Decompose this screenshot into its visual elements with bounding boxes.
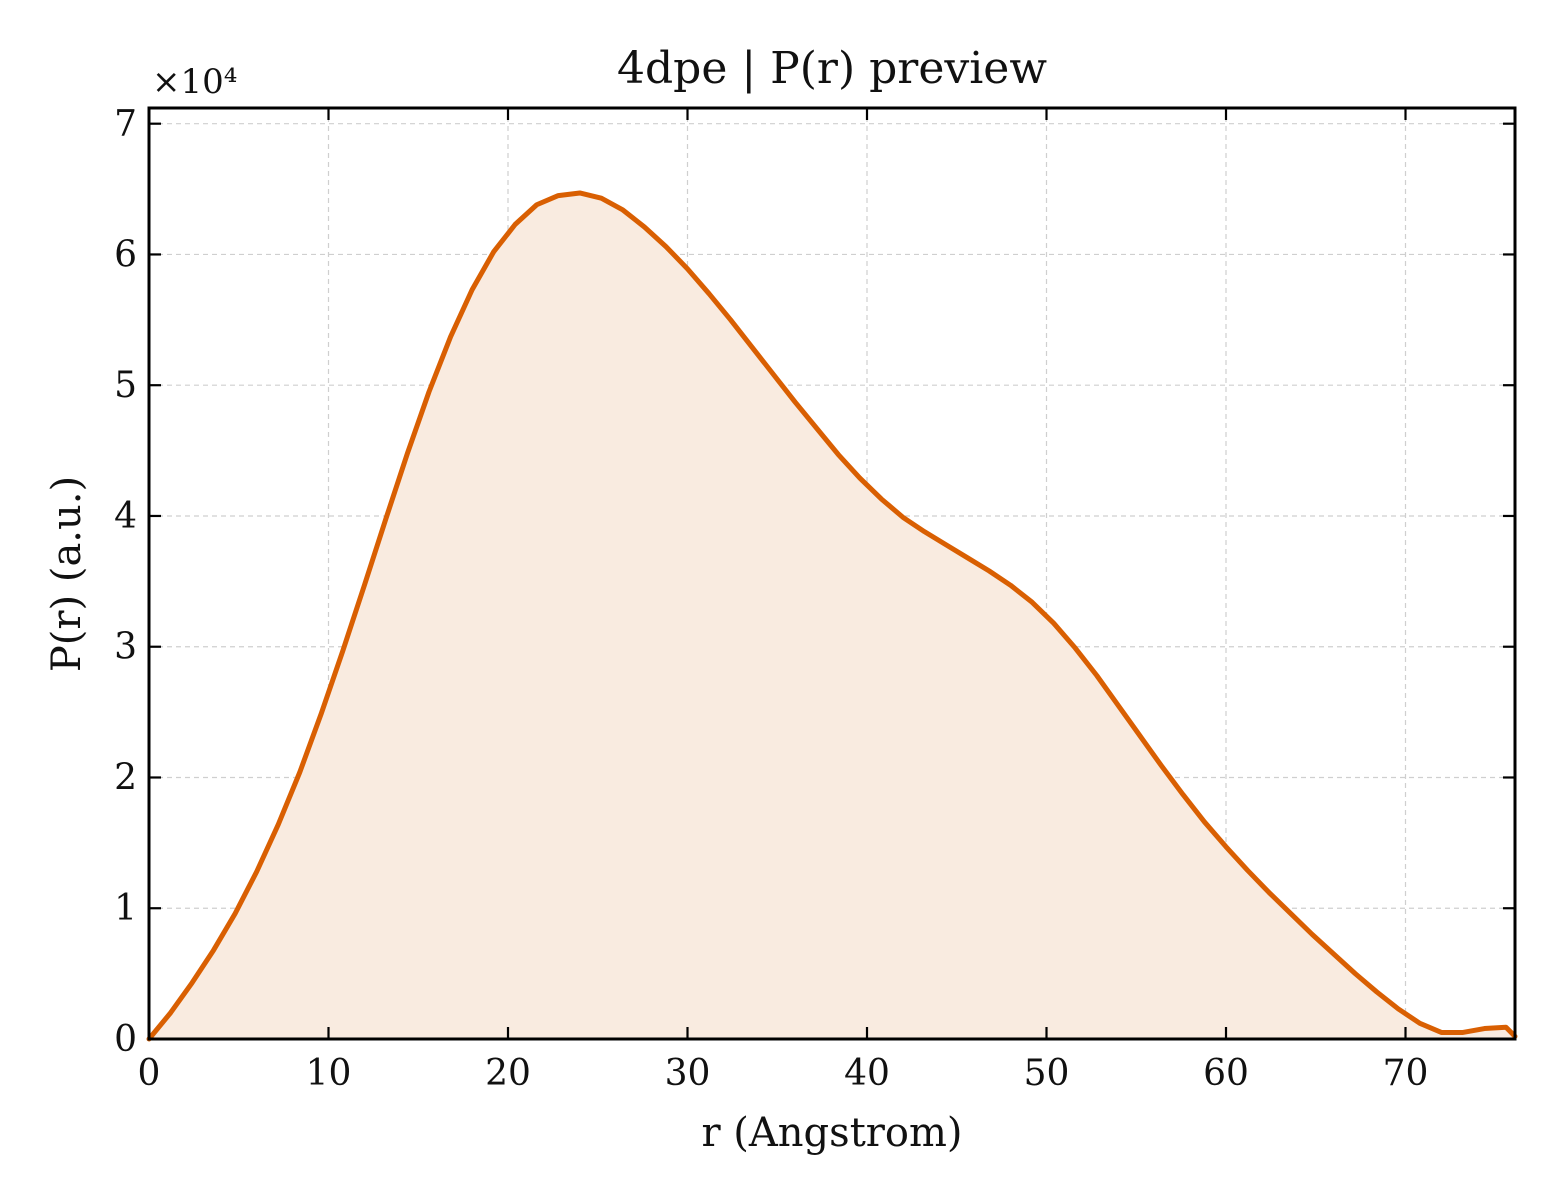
series-line xyxy=(146,190,1518,1042)
y-tick-label: 6 xyxy=(114,234,137,275)
y-tick-label: 3 xyxy=(114,627,137,668)
x-tick-label: 10 xyxy=(306,1053,352,1094)
y-tick-label: 7 xyxy=(114,104,137,145)
y-axis-label: P(r) (a.u.) xyxy=(44,476,90,672)
y-tick-label: 2 xyxy=(114,757,137,798)
x-axis: 0 10 20 30 40 50 60 70 xyxy=(138,108,1429,1094)
x-tick-label: 40 xyxy=(844,1053,890,1094)
x-tick-label: 70 xyxy=(1383,1053,1429,1094)
x-axis-label: r (Angstrom) xyxy=(701,1110,962,1156)
area-fill xyxy=(149,192,1515,1040)
y-tick-label: 5 xyxy=(114,365,137,406)
y-axis: 0 1 2 3 4 5 6 7 xyxy=(114,104,1515,1060)
y-tick-label: 4 xyxy=(114,496,137,537)
plot-frame xyxy=(147,106,1517,1041)
x-tick-label: 60 xyxy=(1203,1053,1249,1094)
chart-title: 4dpe | P(r) preview xyxy=(617,43,1047,94)
x-tick-label: 0 xyxy=(138,1053,161,1094)
x-tick-label: 30 xyxy=(665,1053,711,1094)
x-tick-label: 20 xyxy=(485,1053,531,1094)
y-tick-label: 0 xyxy=(114,1019,137,1060)
x-tick-label: 50 xyxy=(1024,1053,1070,1094)
y-tick-label: 1 xyxy=(114,888,137,929)
y-offset-label: ×10⁴ xyxy=(152,62,237,102)
